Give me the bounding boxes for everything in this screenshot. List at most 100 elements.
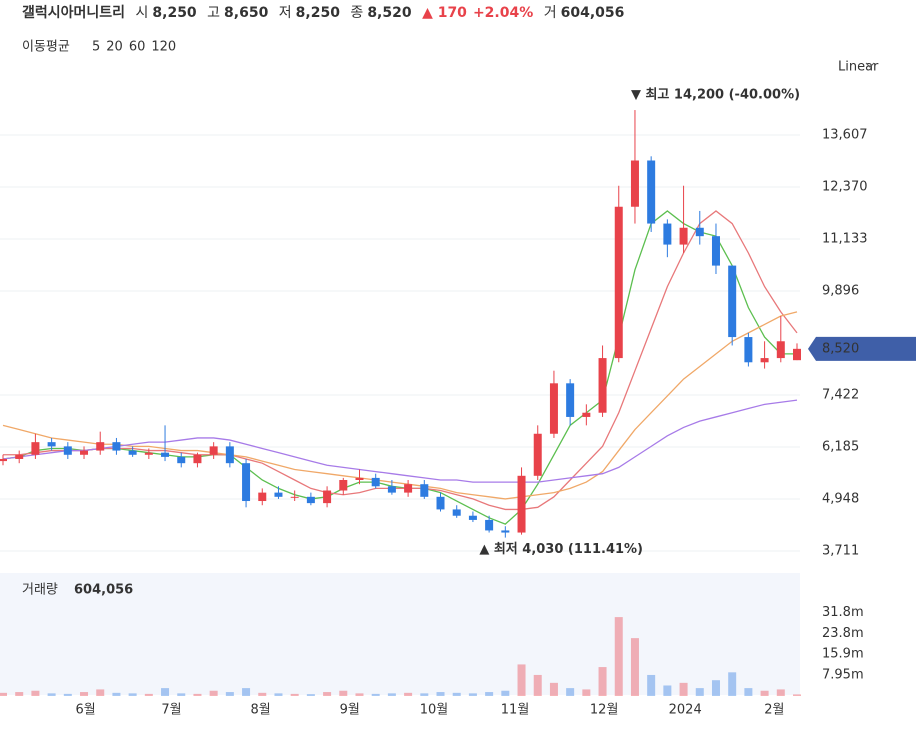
candle-body [242,463,251,502]
x-tick-label: 7월 [161,703,181,718]
volume-bar [0,692,7,696]
volume-bar [744,688,753,696]
volume-bar [242,688,251,696]
candle-body [776,341,785,359]
high-annotation: ▼ 최고 14,200 (-40.00%) [631,88,800,103]
x-tick-label: 8월 [251,703,271,718]
low-annotation: ▲ 최저 4,030 (111.41%) [479,542,643,557]
current-price: 8,520 [822,341,859,356]
candle-body [128,450,137,455]
candle-body [728,265,737,338]
volume-bar [728,672,737,696]
legend-entry: 20 [106,40,123,55]
candle-body [793,348,801,361]
candle-body [647,160,656,224]
y-tick-label: 13,607 [822,127,868,142]
value: 8,250 [295,5,340,21]
volume-bar [420,693,429,696]
y-tick-label: 11,133 [822,231,868,246]
candle-body [387,486,396,493]
volume-bar [566,688,575,696]
value: 8,650 [224,5,269,21]
volume-bar [485,692,494,696]
volume-bar [355,693,364,696]
volume-bar [339,690,348,696]
volume-bar [63,693,72,696]
x-tick-label: 11월 [501,703,530,718]
candle-body [533,433,542,476]
candle-body [744,337,753,363]
volume-bar [274,693,283,696]
candle-body [323,490,332,504]
ma-line [3,210,798,511]
candle-body [339,479,348,491]
candle-body [209,446,218,455]
candle-body [355,477,364,480]
candle-body [566,383,575,417]
candle-body [15,454,24,459]
volume-bar [695,688,704,696]
legend-entry: 60 [129,40,146,55]
volume-bar [15,692,24,696]
volume-bar [517,664,526,696]
candle-body [47,442,56,447]
volume-bar [679,682,688,696]
x-tick-label: 9월 [340,703,360,718]
candle-body [468,515,477,520]
candle-body [63,446,72,455]
candle-body [193,454,202,464]
y-tick-label: 7,422 [822,387,859,402]
volume-bar [290,693,299,696]
x-tick-label: 6월 [76,703,96,718]
volume-bar [549,682,558,696]
header: 갤럭시아머니트리 시 8,250 고 8,650 저 8,250 종 8,520 ▲ 1… [22,2,630,22]
y-tick-label: 9,896 [822,283,859,298]
scale-toggle[interactable]: Linear [838,60,879,75]
volume-bar [760,690,769,696]
volume-bar [614,617,623,696]
value: 8,250 [152,5,197,21]
value: 604,056 [560,5,625,21]
ma-line [2,311,798,500]
volume-title: 거래량 [22,583,58,598]
ma-line [2,399,798,483]
volume-bar [404,692,413,696]
volume-bar [144,693,153,696]
volume-bar [161,688,170,696]
volume-tick-label: 31.8m [822,605,864,620]
candle-body [420,484,429,497]
candle-body [549,383,558,434]
volume-tick-label: 15.9m [822,647,864,662]
y-tick-label: 4,948 [822,491,859,506]
stock-name: 갤럭시아머니트리 [22,5,126,21]
label: 고 [207,5,221,21]
candle-body [760,358,769,363]
volume-bar [630,638,639,696]
volume-bar [533,674,542,696]
volume-bar [306,694,315,696]
change-pct: +2.04% [472,5,534,21]
volume-bar [96,689,105,696]
candle-body [0,458,7,462]
candle-body [711,236,720,266]
volume-bar [387,693,396,696]
volume-bar [193,693,202,696]
candle-body [404,484,413,493]
dropdown-icon[interactable] [865,62,875,68]
ma-line [2,210,797,525]
candle-body [306,496,315,504]
candle-body [96,442,105,451]
candle-body [614,206,623,359]
label: 종 [350,5,364,21]
volume-bar [209,690,218,696]
candle-body [663,223,672,245]
volume-bar [177,693,186,696]
x-tick-label: 2024 [669,703,702,718]
volume-bar [225,692,234,696]
label: 시 [135,5,149,21]
label: 거 [543,5,557,21]
candle-body [452,509,461,516]
volume-bar [582,689,591,696]
